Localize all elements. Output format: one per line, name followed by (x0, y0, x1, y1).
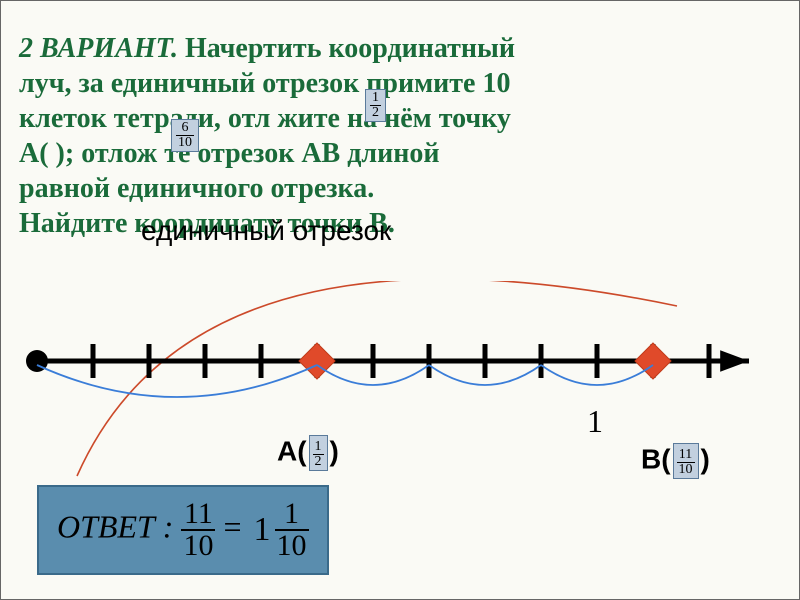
answer-box: ОТВЕТ : 11 10 = 1 1 10 (37, 485, 329, 575)
point-b-label: В( 11 10 ) (641, 443, 710, 479)
fraction-six-tenths: 6 10 (171, 119, 199, 152)
tick-label-1: 1 (587, 403, 603, 440)
variant-label: 2 ВАРИАНТ. (19, 33, 178, 64)
point-a-label: А( 1 2 ) (277, 435, 339, 471)
problem-heading: 2 ВАРИАНТ. Начертить координатный луч, з… (19, 31, 779, 241)
unit-segment-label: единичный отрезок (141, 215, 391, 247)
fraction-half: 1 2 (365, 89, 386, 122)
